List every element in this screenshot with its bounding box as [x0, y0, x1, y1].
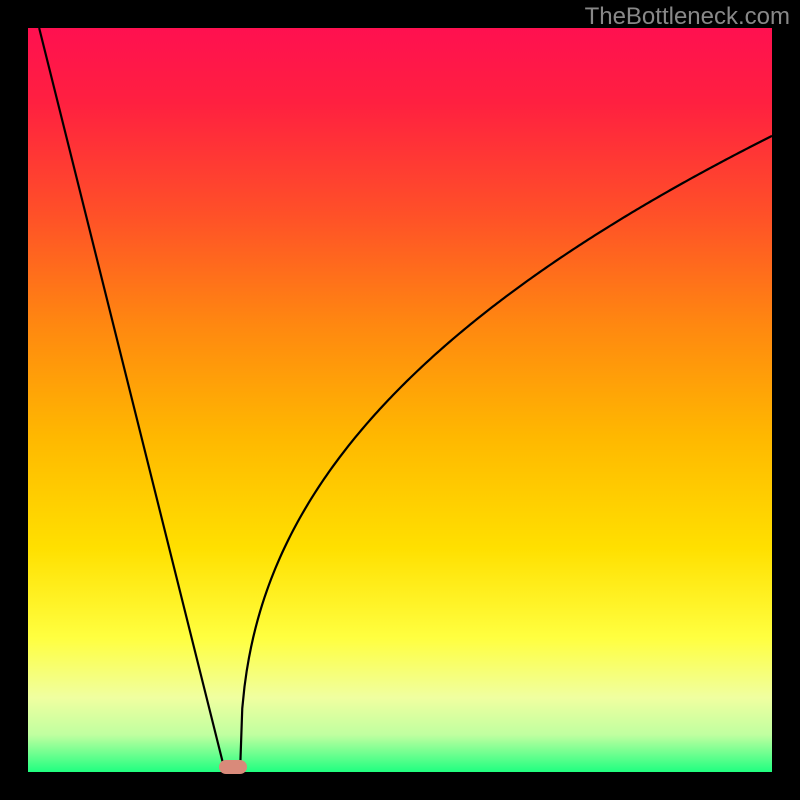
curve-left-segment — [39, 28, 225, 772]
plot-area — [28, 28, 772, 772]
bottleneck-curve — [28, 28, 772, 772]
trough-marker — [219, 760, 247, 774]
watermark-text: TheBottleneck.com — [585, 3, 790, 31]
chart-container: TheBottleneck.com — [0, 0, 800, 800]
curve-right-segment — [240, 136, 772, 772]
